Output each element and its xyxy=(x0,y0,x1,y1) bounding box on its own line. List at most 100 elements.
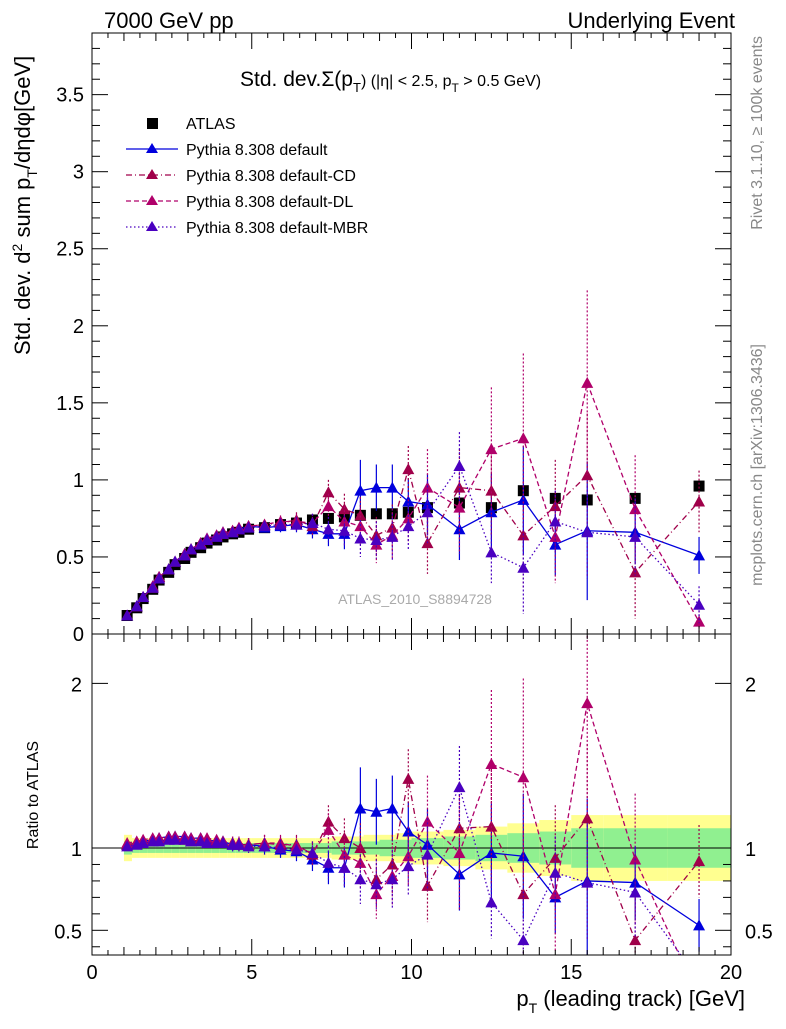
ratio-point-mbr xyxy=(517,934,530,946)
x-tick-label: 5 xyxy=(246,962,257,984)
main-point-dl xyxy=(485,443,498,455)
main-point-mbr xyxy=(322,523,335,535)
ratio-point-cd xyxy=(402,772,415,784)
ratio-point-mbr xyxy=(121,840,134,852)
legend-entry-atlas: ATLAS xyxy=(147,116,236,133)
main-point-mbr xyxy=(162,563,175,575)
main-point-mbr xyxy=(137,591,150,603)
main-y-tick-label: 0 xyxy=(73,624,84,646)
ratio-point-cd xyxy=(338,832,351,844)
main-point-default xyxy=(693,549,706,561)
x-axis-label: pT (leading track) [GeV] xyxy=(516,986,745,1016)
main-point-mbr xyxy=(581,526,594,538)
legend-label-default: Pythia 8.308 default xyxy=(186,142,328,159)
ratio-point-mbr xyxy=(153,835,166,847)
ratio-point-dl xyxy=(322,823,335,835)
legend: ATLAS Pythia 8.308 default Pythia 8.308 … xyxy=(126,116,368,237)
main-point-atlas xyxy=(693,480,705,492)
ratio-point-dl xyxy=(421,815,434,827)
x-tick-label: 20 xyxy=(720,962,742,984)
header-left-title: 7000 GeV pp xyxy=(104,8,234,33)
ratio-point-mbr xyxy=(274,842,287,853)
legend-marker-atlas xyxy=(147,118,158,129)
main-point-dl xyxy=(629,503,642,515)
ratio-point-dl xyxy=(517,771,530,783)
main-y-tick-label: 1 xyxy=(73,470,84,492)
ratio-point-dl xyxy=(402,850,415,862)
ratio-point-mbr xyxy=(370,878,383,890)
main-point-mbr xyxy=(370,533,383,545)
legend-entry-cd: Pythia 8.308 default-CD xyxy=(126,168,356,185)
legend-marker-dl xyxy=(146,195,158,205)
main-y-tick-label: 3.5 xyxy=(56,85,84,107)
ratio-point-mbr xyxy=(232,838,245,850)
main-y-tick-label: 0.5 xyxy=(56,547,84,569)
main-point-default xyxy=(485,506,498,518)
ratio-point-mbr xyxy=(306,846,319,858)
x-tick-label: 15 xyxy=(560,962,582,984)
ratio-point-mbr xyxy=(185,835,198,847)
main-point-mbr xyxy=(232,523,245,535)
main-point-mbr xyxy=(242,521,255,533)
ratio-point-mbr xyxy=(354,873,367,885)
legend-label-dl: Pythia 8.308 default-DL xyxy=(186,194,353,211)
main-y-tick-label: 2 xyxy=(73,316,84,338)
ratio-point-cd xyxy=(693,855,706,867)
main-point-cd xyxy=(485,484,498,496)
ratio-point-mbr xyxy=(629,886,642,898)
main-point-cd xyxy=(693,495,706,507)
ratio-point-mbr xyxy=(322,856,335,868)
ratio-point-mbr xyxy=(242,840,255,852)
main-point-cd xyxy=(322,486,335,498)
ratio-series-line-dl xyxy=(127,702,680,955)
legend-label-mbr: Pythia 8.308 default-MBR xyxy=(186,220,368,237)
ratio-plot-frame xyxy=(91,633,732,956)
main-y-tick-label: 2.5 xyxy=(56,239,84,261)
ratio-point-mbr xyxy=(581,876,594,888)
ratio-point-mbr xyxy=(549,866,562,878)
main-plot-content xyxy=(121,290,706,634)
ratio-point-mbr xyxy=(290,843,303,855)
ratio-point-default xyxy=(693,919,706,931)
main-point-mbr xyxy=(194,538,207,550)
ratio-point-cd xyxy=(322,815,335,827)
ratio-point-dl xyxy=(453,846,466,858)
main-point-default xyxy=(354,484,367,496)
ratio-point-dl xyxy=(370,888,383,900)
legend-marker-default xyxy=(146,143,158,153)
ratio-point-mbr xyxy=(485,896,498,908)
legend-entry-mbr: Pythia 8.308 default-MBR xyxy=(126,220,368,237)
main-point-mbr xyxy=(306,517,319,529)
ratio-point-mbr xyxy=(258,840,271,852)
ratio-y-tick-label-right: 0.5 xyxy=(745,921,773,943)
main-point-mbr xyxy=(290,518,303,530)
legend-marker-mbr xyxy=(146,221,158,231)
main-y-tick-label: 1.5 xyxy=(56,393,84,415)
main-point-default xyxy=(386,481,399,493)
ratio-y-axis-label: Ratio to ATLAS xyxy=(25,741,42,849)
main-point-mbr xyxy=(258,520,271,532)
ratio-point-mbr xyxy=(338,861,351,873)
ratio-point-default xyxy=(386,802,399,814)
main-point-mbr xyxy=(216,527,229,539)
main-point-default xyxy=(421,498,434,510)
analysis-id-label: ATLAS_2010_S8894728 xyxy=(338,591,492,607)
ratio-point-cd xyxy=(629,934,642,946)
main-point-mbr xyxy=(169,555,182,567)
main-point-dl xyxy=(322,500,335,512)
ratio-y-tick-label: 0.5 xyxy=(54,921,82,943)
main-point-mbr xyxy=(421,506,434,518)
main-point-mbr xyxy=(549,515,562,527)
main-point-mbr xyxy=(210,530,223,542)
main-point-dl xyxy=(402,512,415,524)
ratio-point-mbr xyxy=(216,837,229,849)
legend-marker-cd xyxy=(146,169,158,179)
main-point-mbr xyxy=(178,549,191,561)
ratio-series-group xyxy=(121,634,706,955)
ratio-y-tick-label-right: 1 xyxy=(745,839,756,861)
main-point-mbr xyxy=(153,572,166,584)
ratio-series-line-cd xyxy=(127,778,700,942)
main-point-mbr xyxy=(629,530,642,542)
